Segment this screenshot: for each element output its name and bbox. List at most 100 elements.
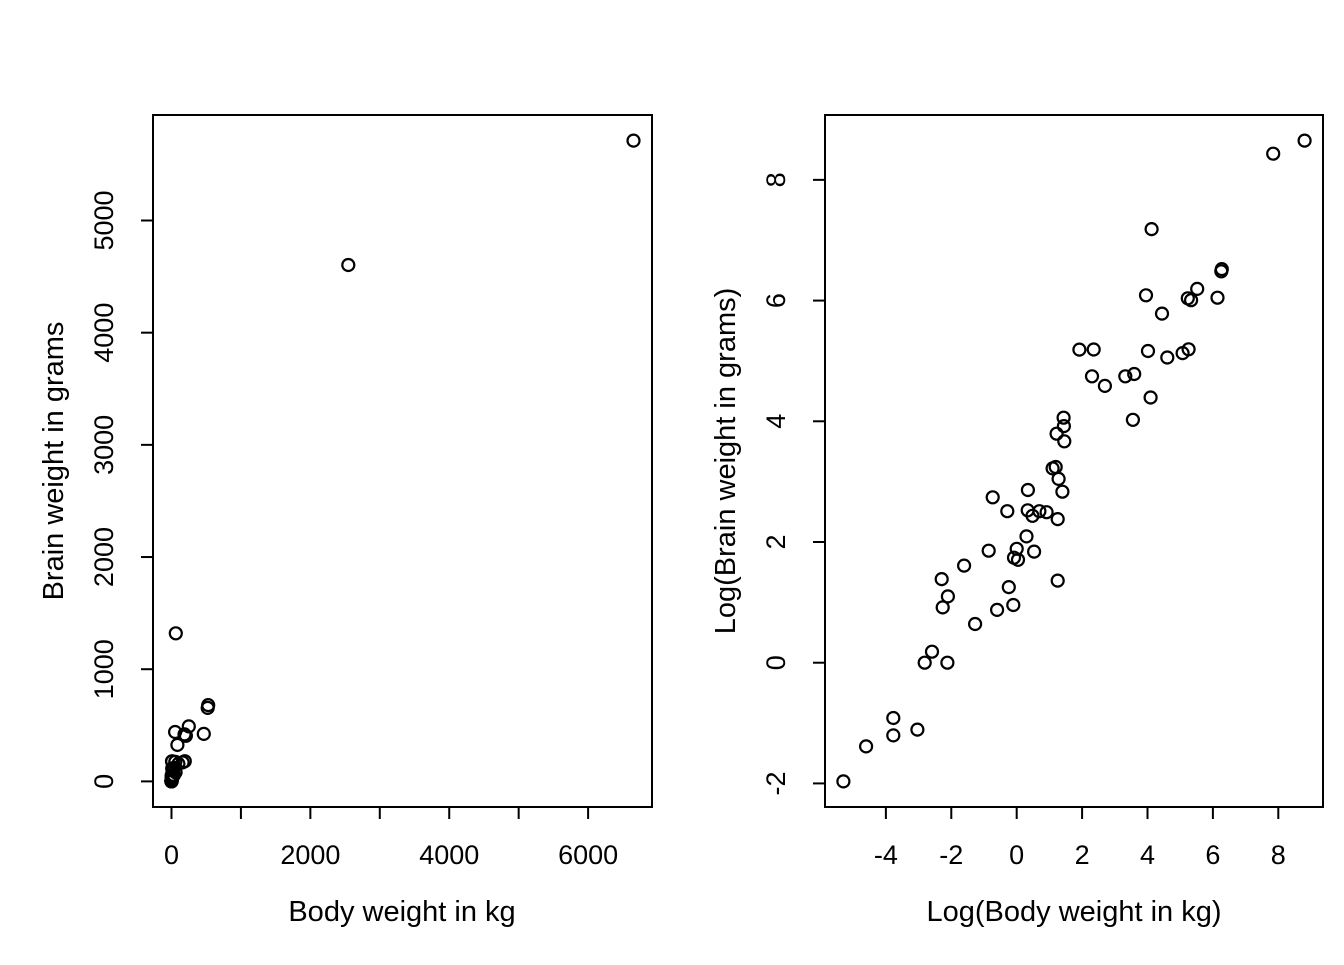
x-tick-label: 4 [1140, 840, 1155, 870]
points-layer [164, 133, 641, 789]
data-point [626, 133, 641, 148]
data-point [196, 726, 211, 742]
y-tick-label: 5000 [89, 190, 119, 250]
x-tick-label: 6000 [558, 840, 618, 870]
data-point [1140, 343, 1156, 359]
data-point [886, 728, 901, 743]
y-tick-label: 1000 [89, 639, 119, 699]
data-point [1009, 541, 1024, 556]
y-axis-ticks-layer: 0 1000 2000 3000 4000 5000 [89, 190, 153, 789]
data-point [1049, 426, 1064, 441]
data-point [1026, 544, 1042, 559]
data-point [924, 644, 940, 659]
x-tick-label: -4 [874, 840, 898, 870]
x-tick-label: 0 [164, 840, 179, 870]
x-tick-label: 2 [1075, 840, 1090, 870]
data-point [956, 558, 972, 573]
y-tick-label: 2000 [89, 527, 119, 587]
y-tick-label: 8 [761, 172, 791, 187]
data-point [1084, 369, 1100, 384]
x-tick-label: 6 [1205, 840, 1220, 870]
x-axis-title: Log(Body weight in kg) [927, 896, 1222, 928]
data-point [1154, 306, 1170, 321]
data-point [1055, 484, 1070, 499]
data-point [1160, 350, 1175, 365]
data-point [201, 697, 216, 713]
data-point [177, 727, 192, 742]
log-scale-panel: -4 -2 0 2 4 6 8 -2 0 2 4 6 8 Log(Body weight in kg)… [710, 114, 1324, 928]
y-tick-label: 0 [761, 655, 791, 670]
y-tick-label: 6 [761, 293, 791, 308]
data-point [858, 739, 874, 754]
y-axis-ticks-layer: -2 0 2 4 6 8 [761, 172, 825, 795]
data-point [910, 722, 925, 737]
y-axis-title: Log(Brain weight in grams) [710, 288, 742, 635]
y-tick-label: 4000 [89, 303, 119, 363]
data-point [1057, 434, 1072, 449]
data-point [1210, 290, 1225, 305]
data-point [1138, 288, 1154, 303]
data-point [989, 602, 1005, 618]
data-point [1214, 262, 1229, 277]
x-tick-label: 4000 [419, 840, 479, 870]
data-point [1050, 573, 1065, 588]
data-point [1020, 482, 1036, 498]
data-point [181, 719, 196, 734]
data-point [175, 755, 190, 770]
y-axis-title: Brain weight in grams [38, 322, 70, 601]
data-point [940, 589, 956, 604]
x-tick-label: -2 [939, 840, 963, 870]
data-point [1056, 410, 1071, 425]
data-point [164, 773, 179, 789]
data-point [1025, 508, 1040, 523]
data-point [1039, 505, 1054, 520]
data-point [1183, 293, 1199, 308]
data-point [1190, 281, 1205, 296]
data-point [981, 543, 996, 558]
x-tick-label: 8 [1271, 840, 1286, 870]
data-point [1143, 390, 1158, 405]
data-point [1144, 222, 1159, 237]
y-tick-label: 2 [761, 534, 791, 549]
y-tick-label: 4 [761, 414, 791, 429]
data-point [1175, 346, 1190, 361]
data-point [1266, 146, 1281, 161]
x-axis-ticks-layer: 0 2000 4000 6000 [164, 807, 618, 870]
data-point [1086, 342, 1101, 357]
x-axis-ticks-layer: -4 -2 0 2 4 6 8 [874, 807, 1286, 870]
data-point [1097, 378, 1113, 393]
y-tick-label: 3000 [89, 415, 119, 475]
data-point [170, 737, 185, 753]
data-point [1000, 504, 1015, 519]
raw-scale-panel: 0 2000 4000 6000 0 1000 2000 3000 4000 5000 Body… [38, 114, 653, 928]
data-point [1001, 579, 1016, 595]
x-axis-title: Body weight in kg [288, 896, 515, 928]
data-point [1072, 342, 1087, 357]
data-point [1056, 419, 1072, 434]
data-point [1127, 366, 1142, 382]
data-point [935, 600, 950, 615]
x-tick-label: 2000 [280, 840, 340, 870]
data-point [1118, 369, 1133, 384]
points-layer [836, 133, 1312, 789]
data-point [917, 655, 932, 670]
data-point [1125, 412, 1141, 427]
x-tick-label: 0 [1009, 840, 1024, 870]
y-tick-label: -2 [761, 771, 791, 795]
data-point [1297, 133, 1312, 148]
data-point [1006, 550, 1022, 565]
data-point [168, 626, 183, 641]
data-point [940, 655, 955, 670]
data-point [164, 768, 179, 783]
data-point [1051, 471, 1066, 486]
data-point [985, 490, 1000, 505]
data-point [168, 724, 183, 740]
data-point [1006, 597, 1021, 613]
plot-box [152, 114, 653, 808]
y-tick-label: 0 [89, 774, 119, 789]
data-point [1019, 529, 1034, 544]
plot-box [824, 114, 1324, 808]
data-point [341, 257, 356, 273]
